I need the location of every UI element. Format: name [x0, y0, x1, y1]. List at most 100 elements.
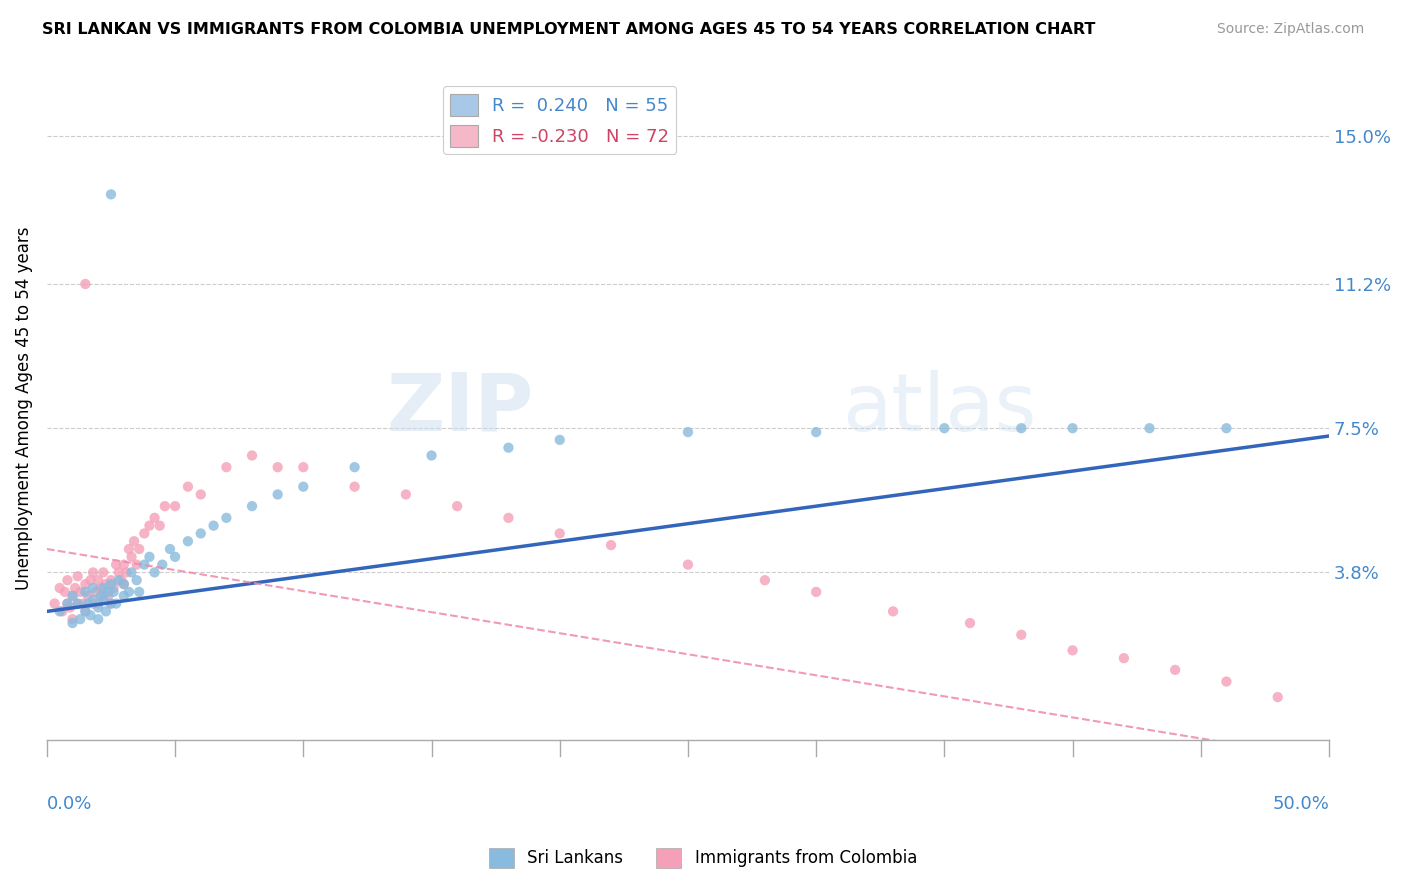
Point	[100, 597, 122, 611]
Point	[343, 460, 366, 475]
Point	[125, 558, 148, 572]
Point	[87, 600, 110, 615]
Point	[177, 534, 200, 549]
Point	[56, 573, 79, 587]
Point	[103, 581, 125, 595]
Point	[79, 608, 101, 623]
Point	[82, 581, 104, 595]
Point	[190, 487, 212, 501]
Point	[240, 449, 263, 463]
Point	[84, 585, 107, 599]
Point	[121, 549, 143, 564]
Text: ZIP: ZIP	[387, 369, 534, 448]
Point	[66, 569, 89, 583]
Point	[153, 499, 176, 513]
Point	[190, 526, 212, 541]
Point	[165, 549, 187, 564]
Point	[134, 526, 156, 541]
Legend: R =  0.240   N = 55, R = -0.230   N = 72: R = 0.240 N = 55, R = -0.230 N = 72	[443, 87, 676, 154]
Point	[62, 589, 84, 603]
Point	[94, 604, 117, 618]
Point	[446, 499, 468, 513]
Point	[165, 499, 187, 513]
Point	[125, 573, 148, 587]
Text: 0.0%: 0.0%	[46, 795, 93, 813]
Point	[100, 597, 122, 611]
Point	[82, 566, 104, 580]
Point	[128, 585, 150, 599]
Text: 50.0%: 50.0%	[1272, 795, 1329, 813]
Point	[143, 511, 166, 525]
Point	[100, 577, 122, 591]
Point	[292, 460, 315, 475]
Point	[138, 549, 160, 564]
Point	[75, 577, 97, 591]
Point	[48, 604, 70, 618]
Point	[53, 585, 76, 599]
Point	[87, 573, 110, 587]
Point	[1010, 628, 1032, 642]
Point	[63, 581, 86, 595]
Point	[56, 597, 79, 611]
Point	[112, 558, 135, 572]
Point	[82, 592, 104, 607]
Point	[48, 581, 70, 595]
Point	[97, 589, 120, 603]
Point	[59, 600, 82, 615]
Point	[110, 573, 132, 587]
Point	[266, 487, 288, 501]
Point	[62, 589, 84, 603]
Point	[107, 573, 129, 587]
Point	[66, 597, 89, 611]
Point	[804, 585, 827, 599]
Point	[804, 425, 827, 439]
Point	[600, 538, 623, 552]
Point	[118, 541, 141, 556]
Point	[69, 612, 91, 626]
Point	[56, 597, 79, 611]
Point	[676, 425, 699, 439]
Point	[62, 612, 84, 626]
Point	[1215, 674, 1237, 689]
Point	[1062, 643, 1084, 657]
Point	[122, 534, 145, 549]
Point	[1215, 421, 1237, 435]
Point	[72, 597, 94, 611]
Point	[149, 518, 172, 533]
Point	[75, 585, 97, 599]
Point	[548, 433, 571, 447]
Point	[103, 585, 125, 599]
Point	[91, 581, 114, 595]
Point	[121, 566, 143, 580]
Point	[1267, 690, 1289, 705]
Point	[112, 589, 135, 603]
Y-axis label: Unemployment Among Ages 45 to 54 years: Unemployment Among Ages 45 to 54 years	[15, 227, 32, 591]
Point	[112, 577, 135, 591]
Point	[79, 573, 101, 587]
Point	[420, 449, 443, 463]
Point	[498, 441, 520, 455]
Point	[90, 581, 112, 595]
Point	[548, 526, 571, 541]
Point	[177, 480, 200, 494]
Point	[100, 187, 122, 202]
Point	[44, 597, 66, 611]
Point	[115, 566, 138, 580]
Point	[292, 480, 315, 494]
Point	[91, 589, 114, 603]
Point	[134, 558, 156, 572]
Point	[100, 573, 122, 587]
Point	[934, 421, 956, 435]
Point	[959, 616, 981, 631]
Point	[107, 566, 129, 580]
Point	[343, 480, 366, 494]
Point	[69, 585, 91, 599]
Point	[202, 518, 225, 533]
Point	[882, 604, 904, 618]
Text: Source: ZipAtlas.com: Source: ZipAtlas.com	[1216, 22, 1364, 37]
Point	[143, 566, 166, 580]
Point	[77, 589, 100, 603]
Point	[105, 558, 128, 572]
Point	[395, 487, 418, 501]
Point	[138, 518, 160, 533]
